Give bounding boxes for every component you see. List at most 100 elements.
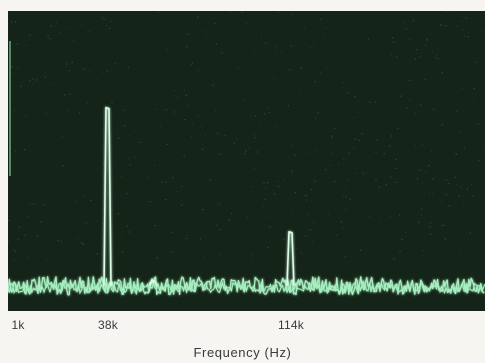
noise-speck	[343, 203, 345, 206]
noise-speck	[459, 131, 461, 133]
noise-speck	[334, 128, 336, 130]
noise-speck	[467, 36, 469, 38]
noise-speck	[215, 109, 217, 111]
noise-speck	[185, 237, 187, 239]
noise-speck	[294, 154, 296, 156]
noise-speck	[177, 97, 179, 99]
noise-speck	[123, 109, 125, 111]
noise-speck	[40, 221, 42, 223]
noise-speck	[104, 19, 106, 21]
noise-speck	[354, 96, 356, 98]
noise-speck	[101, 16, 103, 18]
noise-speck	[14, 250, 16, 253]
noise-speck	[456, 110, 458, 112]
noise-speck	[309, 229, 311, 231]
noise-speck	[284, 252, 286, 254]
noise-speck	[273, 193, 276, 195]
noise-speck	[300, 67, 302, 69]
noise-speck	[66, 63, 68, 65]
noise-speck	[202, 209, 204, 211]
noise-speck	[184, 89, 186, 91]
noise-speck	[11, 21, 13, 23]
noise-speck	[191, 135, 193, 138]
noise-speck	[171, 251, 173, 253]
noise-speck	[462, 29, 465, 31]
noise-speck	[197, 16, 199, 18]
noise-speck	[29, 203, 31, 205]
noise-speck	[476, 61, 478, 63]
noise-speck	[342, 227, 344, 229]
noise-speck	[173, 110, 175, 112]
noise-speck	[264, 198, 266, 200]
noise-speck	[349, 198, 351, 200]
noise-speck	[367, 207, 369, 209]
noise-speck	[29, 34, 31, 36]
noise-speck	[66, 27, 68, 29]
noise-speck	[198, 69, 200, 71]
noise-speck	[328, 213, 330, 215]
noise-speck	[228, 219, 230, 221]
noise-speck	[441, 225, 443, 227]
noise-speck	[419, 169, 421, 171]
noise-speck	[217, 132, 219, 134]
noise-speck	[89, 30, 91, 32]
noise-speck	[325, 169, 327, 171]
noise-speck	[174, 90, 176, 92]
noise-speck	[290, 209, 292, 211]
noise-speck	[86, 102, 89, 104]
noise-speck	[441, 24, 443, 26]
noise-speck	[95, 220, 98, 222]
noise-speck	[13, 259, 15, 261]
noise-speck	[245, 150, 247, 152]
noise-speck	[445, 179, 447, 181]
noise-speck	[126, 225, 128, 227]
noise-speck	[316, 150, 318, 152]
noise-speck	[296, 247, 298, 249]
noise-speck	[212, 84, 214, 86]
noise-speck	[13, 110, 16, 112]
noise-speck	[309, 47, 311, 49]
noise-speck	[397, 71, 399, 73]
noise-speck	[445, 24, 447, 27]
noise-speck	[106, 24, 108, 27]
noise-speck	[422, 250, 425, 252]
noise-speck	[443, 224, 445, 226]
noise-speck	[375, 151, 377, 153]
noise-speck	[461, 20, 464, 22]
noise-speck	[71, 61, 73, 63]
noise-speck	[314, 117, 316, 120]
noise-speck	[456, 25, 458, 27]
noise-speck	[265, 42, 267, 44]
noise-speck	[368, 216, 370, 218]
noise-speck	[342, 196, 344, 198]
noise-speck	[248, 146, 250, 149]
noise-speck	[263, 205, 265, 207]
noise-speck	[399, 250, 401, 252]
noise-speck	[83, 68, 86, 70]
noise-speck	[475, 61, 477, 63]
noise-speck	[129, 164, 131, 166]
noise-speck	[253, 133, 255, 135]
noise-speck	[221, 52, 223, 54]
noise-speck	[43, 204, 46, 206]
noise-speck	[159, 125, 161, 127]
noise-speck	[191, 62, 193, 64]
noise-speck	[314, 180, 316, 182]
noise-speck	[8, 219, 10, 222]
noise-speck	[181, 185, 183, 187]
noise-speck	[354, 138, 356, 140]
noise-speck	[186, 46, 188, 48]
noise-speck	[399, 214, 401, 216]
noise-speck	[405, 28, 407, 30]
noise-speck	[241, 11, 243, 13]
noise-speck	[36, 79, 38, 81]
noise-speck	[45, 112, 47, 114]
noise-speck	[166, 143, 168, 146]
noise-speck	[96, 253, 98, 255]
noise-speck	[441, 124, 443, 126]
noise-speck	[396, 56, 398, 58]
noise-speck	[424, 78, 426, 80]
noise-speck	[483, 146, 485, 148]
noise-speck	[432, 178, 434, 180]
screen-noise	[8, 11, 485, 262]
